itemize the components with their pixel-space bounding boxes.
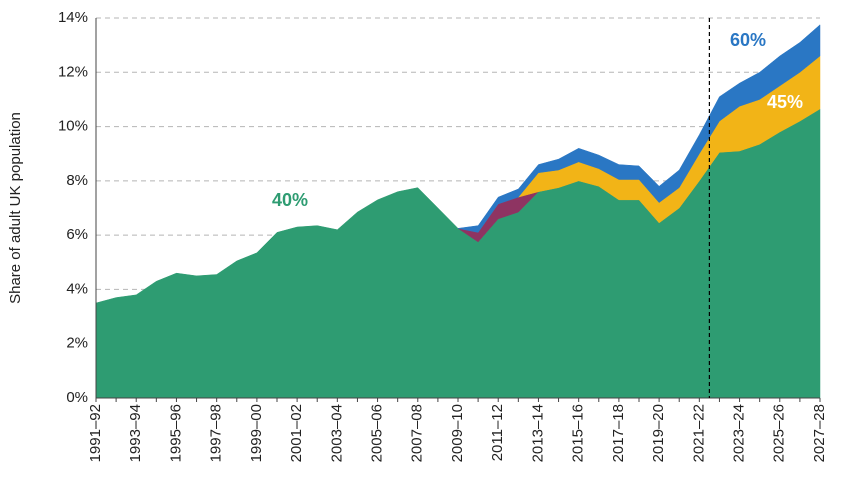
x-tick-label: 2005–06	[369, 404, 386, 462]
x-tick-label: 2007–08	[409, 404, 426, 462]
y-tick-label: 4%	[66, 280, 88, 297]
x-tick-label: 2017–18	[610, 404, 627, 462]
series-label: 40%	[272, 190, 308, 210]
area	[457, 24, 821, 233]
series-label: 60%	[730, 30, 766, 50]
y-tick-label: 2%	[66, 335, 88, 352]
x-tick-label: 1993–94	[127, 404, 144, 462]
x-tick-label: 2013–14	[529, 404, 546, 462]
x-tick-label: 2003–04	[328, 404, 345, 462]
x-tick-label: 2025–26	[771, 404, 788, 462]
x-tick-label: 1999–00	[248, 404, 265, 462]
y-tick-label: 12%	[58, 63, 88, 80]
x-tick-label: 1995–96	[167, 404, 184, 462]
x-tick-label: 1991–92	[87, 404, 104, 462]
x-tick-label: 2019–20	[650, 404, 667, 462]
x-tick-label: 2015–16	[570, 404, 587, 462]
x-tick-label: 2023–24	[731, 404, 748, 462]
x-tick-label: 1997–98	[208, 404, 225, 462]
y-axis-label: Share of adult UK population	[7, 112, 24, 304]
y-tick-label: 0%	[66, 389, 88, 406]
y-tick-label: 14%	[58, 9, 88, 26]
y-tick-label: 6%	[66, 226, 88, 243]
x-tick-label: 2027–28	[811, 404, 828, 462]
x-tick-label: 2021–22	[690, 404, 707, 462]
y-tick-label: 10%	[58, 118, 88, 135]
x-tick-label: 2009–10	[449, 404, 466, 462]
y-tick-label: 8%	[66, 172, 88, 189]
x-tick-label: 2011–12	[489, 404, 506, 461]
series-label: 45%	[767, 92, 803, 112]
x-tick-label: 2001–02	[288, 404, 305, 462]
